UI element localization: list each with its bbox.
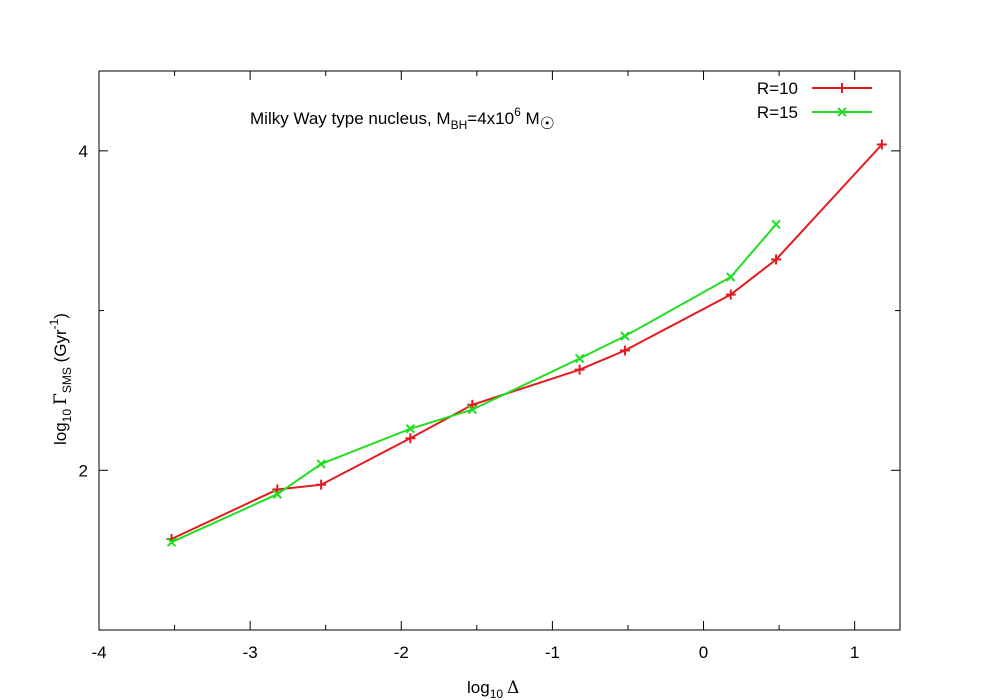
chart-title: Milky Way type nucleus, MBH=4x106 M☉ [250, 105, 555, 133]
data-point-series-1 [619, 345, 630, 356]
x-tick-label: -4 [91, 643, 106, 662]
plot-frame [98, 70, 901, 631]
x-tick-label: 1 [850, 643, 859, 662]
y-tick-label: 2 [79, 461, 88, 480]
legend: R=10 R=15 [757, 79, 872, 122]
data-point-series-1 [574, 364, 585, 375]
cross-marker [837, 107, 847, 117]
data-point-series-2 [316, 459, 326, 469]
axis-tick-labels: -4 -3 -2 -1 0 1 2 4 [79, 142, 860, 662]
data-point-series-1 [272, 484, 283, 495]
y-axis-label: log10ΓSMS (Gyr-1) [47, 313, 74, 445]
data-point-series-2 [620, 331, 630, 341]
legend-label: R=10 [757, 79, 798, 98]
plus-marker [837, 83, 847, 93]
data-point-series-2 [726, 272, 736, 282]
legend-label: R=15 [757, 103, 798, 122]
data-point-series-1 [876, 139, 887, 150]
data-point-series-2 [771, 219, 781, 230]
data-point-series-2 [405, 424, 416, 434]
data-point-series-2 [166, 537, 177, 547]
x-tick-label: -1 [545, 643, 560, 662]
series-line-1 [171, 143, 883, 540]
x-tick-label: -3 [243, 643, 258, 662]
series-line-2 [171, 223, 777, 544]
data-point-series-1 [316, 479, 327, 490]
x-tick-label: 0 [699, 643, 708, 662]
data-point-series-1 [467, 399, 478, 410]
axis-ticks [98, 71, 900, 630]
x-axis-label: log10 Δ [467, 678, 519, 700]
data-point-series-1 [771, 254, 782, 265]
x-tick-label: -2 [394, 643, 409, 662]
data-point-series-2 [467, 404, 478, 415]
data-point-series-2 [574, 353, 585, 364]
data-point-series-1 [725, 289, 736, 300]
data-point-series-1 [405, 433, 416, 444]
data-point-series-2 [272, 489, 283, 499]
series-layer [166, 139, 887, 547]
y-tick-label: 4 [79, 142, 88, 161]
